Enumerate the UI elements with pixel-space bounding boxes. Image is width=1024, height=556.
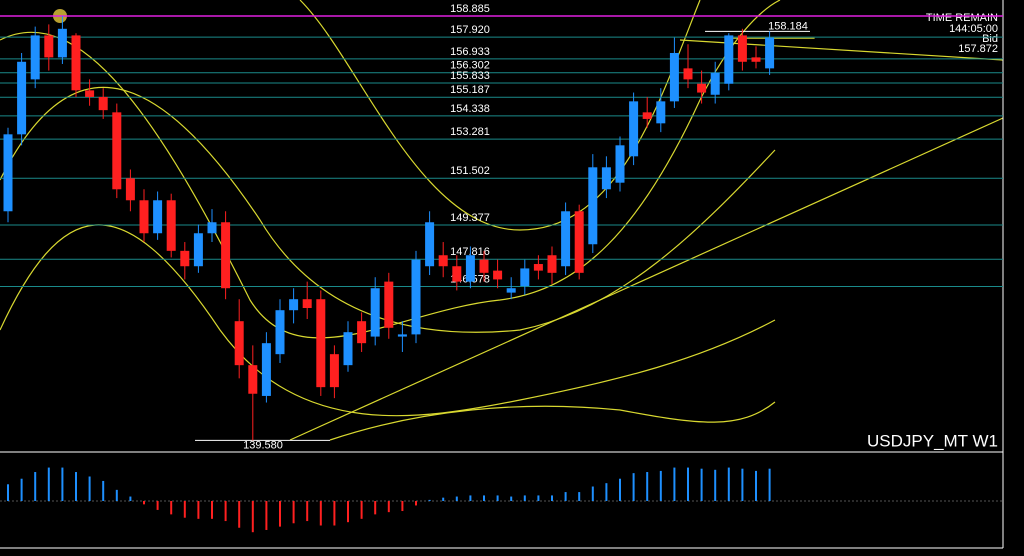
level-label: 154.338 bbox=[450, 103, 490, 115]
candle-body bbox=[520, 268, 530, 287]
candle-body bbox=[193, 233, 203, 267]
candle-body bbox=[153, 200, 163, 234]
symbol: USDJPY_MT W1 bbox=[867, 431, 998, 450]
candle-body bbox=[629, 101, 639, 157]
candle-body bbox=[98, 96, 108, 111]
high-label: 158.184 bbox=[768, 20, 808, 32]
level-label: 156.933 bbox=[450, 46, 490, 58]
candle-body bbox=[57, 28, 67, 58]
candle-body bbox=[357, 321, 367, 344]
candle-body bbox=[533, 264, 543, 271]
candle-body bbox=[180, 250, 190, 267]
candle-body bbox=[3, 134, 13, 212]
level-label: 149.377 bbox=[450, 212, 490, 224]
candle-body bbox=[697, 83, 707, 93]
candle-body bbox=[302, 299, 312, 309]
candle-body bbox=[574, 211, 584, 273]
trendline bbox=[289, 117, 1004, 441]
candle-body bbox=[479, 259, 489, 273]
band bbox=[329, 401, 776, 441]
bid: 157.872 bbox=[958, 43, 998, 55]
candle-body bbox=[30, 35, 40, 80]
candle-body bbox=[221, 222, 231, 289]
band bbox=[0, 86, 776, 333]
candle-body bbox=[397, 334, 407, 337]
level-label: 155.833 bbox=[450, 70, 490, 82]
candle-body bbox=[642, 112, 652, 119]
candle-body bbox=[425, 222, 435, 267]
candle-body bbox=[765, 37, 775, 69]
candle-body bbox=[316, 299, 326, 388]
candle-body bbox=[683, 68, 693, 80]
candle-body bbox=[588, 167, 598, 245]
candle-body bbox=[44, 35, 54, 58]
candle-body bbox=[411, 259, 421, 335]
candle-body bbox=[125, 178, 135, 201]
candle-body bbox=[343, 332, 353, 366]
candle-body bbox=[547, 255, 557, 273]
candle-body bbox=[112, 112, 122, 190]
time-remain-label: TIME REMAIN bbox=[926, 12, 998, 24]
level-label: 155.187 bbox=[450, 84, 490, 96]
candle-body bbox=[166, 200, 176, 251]
candle-body bbox=[139, 200, 149, 234]
candle-body bbox=[275, 310, 285, 355]
candle-body bbox=[85, 90, 95, 97]
candle-body bbox=[234, 321, 244, 366]
candle-body bbox=[248, 365, 258, 394]
level-label: 157.920 bbox=[450, 24, 490, 36]
level-label: 153.281 bbox=[450, 126, 490, 138]
candle-body bbox=[452, 266, 462, 282]
candle-body bbox=[669, 52, 679, 102]
band bbox=[0, 224, 776, 417]
candle-body bbox=[601, 167, 611, 190]
candle-body bbox=[724, 35, 734, 84]
candle-body bbox=[656, 101, 666, 124]
candle-body bbox=[465, 255, 475, 282]
candle-body bbox=[710, 72, 720, 95]
candle-body bbox=[207, 222, 217, 234]
time-remain: 144:05:00 bbox=[949, 23, 998, 35]
bid-label: Bid bbox=[982, 33, 998, 45]
candle-body bbox=[737, 35, 747, 62]
level-label: 156.302 bbox=[450, 60, 490, 72]
candle-body bbox=[506, 288, 516, 293]
candle-body bbox=[261, 343, 271, 396]
candle-body bbox=[289, 299, 299, 311]
level-label: 151.502 bbox=[450, 165, 490, 177]
candle-body bbox=[370, 288, 380, 337]
candle-body bbox=[384, 281, 394, 328]
candle-body bbox=[493, 270, 503, 280]
candle-body bbox=[751, 57, 761, 62]
candle-body bbox=[438, 255, 448, 267]
candle-body bbox=[615, 145, 625, 183]
low-label: 139.580 bbox=[243, 439, 283, 451]
decor bbox=[0, 0, 1004, 441]
candle-body bbox=[561, 211, 571, 267]
candle-body bbox=[71, 35, 81, 91]
candle-body bbox=[329, 354, 339, 388]
level-label: 158.885 bbox=[450, 3, 490, 15]
candle-body bbox=[17, 61, 27, 135]
